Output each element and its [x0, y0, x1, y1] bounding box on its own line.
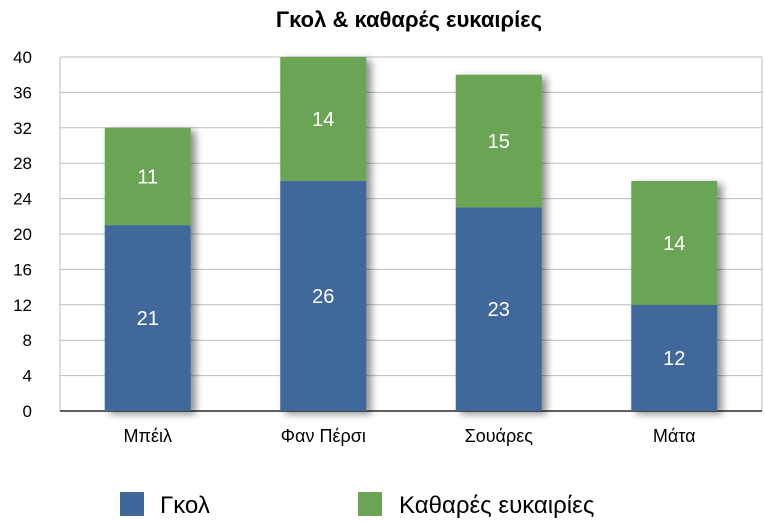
y-tick-label: 0	[23, 402, 32, 421]
data-label: 12	[663, 348, 685, 370]
bar-segment	[631, 180, 718, 305]
legend-swatch	[120, 492, 144, 516]
chart-title: Γκολ & καθαρές ευκαιρίες	[276, 7, 542, 32]
bar-segment	[280, 180, 367, 411]
data-label: 14	[663, 233, 685, 255]
data-labels: 21 11 26 14 23 15 12 14	[137, 109, 686, 370]
bar-segment	[631, 304, 718, 411]
y-tick-label: 20	[13, 225, 32, 244]
x-tick-label: Φαν Πέρσι	[281, 426, 366, 446]
data-label: 21	[137, 308, 159, 330]
x-tick-label: Μπέιλ	[124, 426, 172, 446]
y-tick-label: 16	[13, 260, 32, 279]
y-tick-label: 8	[23, 331, 32, 350]
data-label: 15	[488, 131, 510, 153]
bar-stack	[455, 74, 542, 411]
data-label: 11	[137, 166, 158, 188]
bar-stack	[104, 127, 191, 411]
legend-label: Γκολ	[160, 492, 210, 519]
data-label: 14	[312, 109, 334, 131]
x-tick-label: Μάτα	[653, 426, 696, 446]
x-tick-label: Σουάρες	[465, 426, 534, 446]
y-tick-label: 28	[13, 154, 32, 173]
y-tick-label: 32	[13, 119, 32, 138]
bar-segment	[455, 207, 542, 411]
x-axis: Μπέιλ Φαν Πέρσι Σουάρες Μάτα	[124, 426, 696, 446]
legend-label: Καθαρές ευκαιρίες	[399, 492, 594, 519]
bar-segment	[280, 57, 367, 181]
legend-swatch	[358, 492, 382, 516]
y-tick-label: 36	[13, 83, 32, 102]
bar-segment	[104, 225, 191, 411]
bar-stack	[631, 180, 718, 411]
bar-segment	[104, 127, 191, 226]
bars	[104, 57, 718, 411]
legend: Γκολ Καθαρές ευκαιρίες	[120, 492, 594, 519]
y-tick-label: 24	[13, 190, 32, 209]
y-tick-label: 12	[13, 296, 32, 315]
data-label: 26	[312, 286, 334, 308]
bar-segment	[455, 74, 542, 208]
bar-stack	[280, 57, 367, 411]
y-tick-label: 40	[13, 48, 32, 67]
data-label: 23	[488, 299, 510, 321]
y-tick-label: 4	[23, 367, 32, 386]
